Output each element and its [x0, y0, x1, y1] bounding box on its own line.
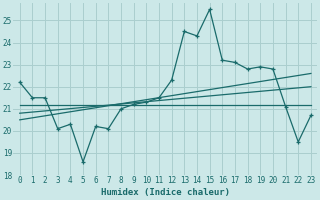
X-axis label: Humidex (Indice chaleur): Humidex (Indice chaleur) — [101, 188, 230, 197]
